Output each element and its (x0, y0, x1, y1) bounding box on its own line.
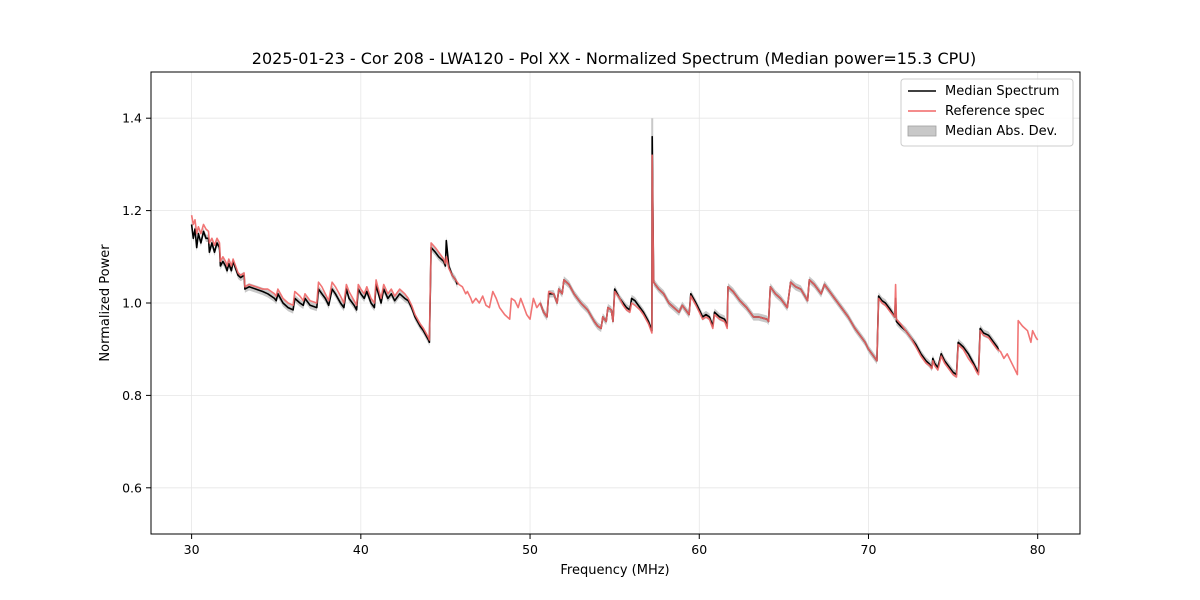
median-spectrum-line (539, 135, 1000, 376)
y-tick-label: 0.6 (122, 480, 142, 495)
y-tick-label: 1.0 (122, 296, 142, 311)
chart-title: 2025-01-23 - Cor 208 - LWA120 - Pol XX -… (252, 49, 976, 68)
x-tick-label: 70 (861, 542, 877, 557)
y-axis: 0.6 0.8 1.0 1.2 1.4 (122, 111, 151, 495)
y-tick-label: 0.8 (122, 388, 142, 403)
x-tick-label: 80 (1030, 542, 1046, 557)
legend-reference-label: Reference spec (945, 104, 1045, 119)
x-tick-label: 60 (691, 542, 707, 557)
x-axis-label: Frequency (MHz) (560, 563, 669, 578)
legend-mad-swatch (907, 125, 937, 137)
x-axis: 30 40 50 60 70 80 (184, 534, 1046, 557)
reference-spectrum-line (190, 154, 1039, 378)
plot-area (190, 118, 1039, 379)
grid (151, 72, 1080, 534)
x-tick-label: 30 (184, 542, 200, 557)
y-axis-label: Normalized Power (98, 244, 113, 362)
x-tick-label: 50 (522, 542, 538, 557)
mad-band (540, 133, 999, 379)
y-tick-label: 1.2 (122, 203, 142, 218)
legend-median-label: Median Spectrum (945, 84, 1059, 99)
y-tick-label: 1.4 (122, 111, 142, 126)
legend-frame (900, 78, 1074, 147)
x-tick-label: 40 (353, 542, 369, 557)
median-spectrum-line (190, 224, 459, 344)
mad-band (191, 220, 458, 346)
legend: Median Spectrum Reference spec Median Ab… (900, 78, 1074, 147)
legend-mad-label: Median Abs. Dev. (945, 124, 1057, 139)
